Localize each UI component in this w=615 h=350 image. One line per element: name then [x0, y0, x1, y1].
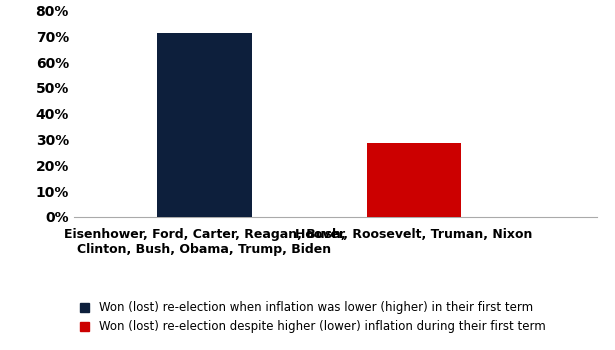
Bar [157, 33, 252, 217]
Bar [367, 143, 461, 217]
Legend: Won (lost) re-election when inflation was lower (higher) in their first term, Wo: Won (lost) re-election when inflation wa… [80, 301, 546, 333]
